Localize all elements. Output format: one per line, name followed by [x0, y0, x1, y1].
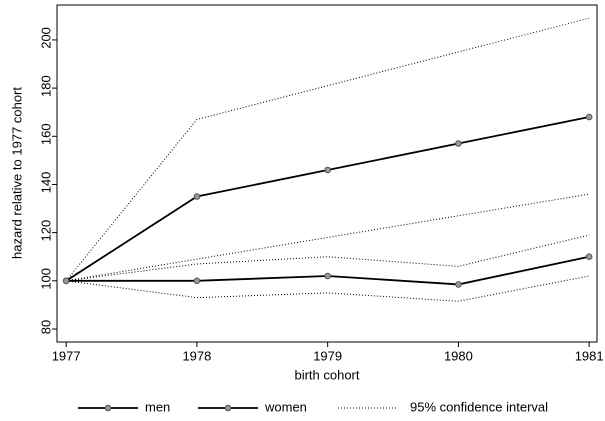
- point: [455, 140, 462, 147]
- x-axis-label: birth cohort: [294, 367, 359, 382]
- y-tick-label: 200: [38, 27, 53, 49]
- x-tick-label: 1980: [444, 348, 473, 363]
- point: [193, 277, 201, 285]
- y-tick-label: 140: [38, 172, 53, 194]
- point: [585, 253, 593, 261]
- point: [324, 272, 331, 280]
- legend-label: 95% confidence interval: [410, 399, 548, 414]
- legend-marker: [224, 404, 232, 412]
- x-tick-label: 1981: [575, 348, 604, 363]
- point: [324, 166, 331, 174]
- y-tick-label: 180: [38, 75, 53, 97]
- ci-line: [66, 275, 590, 302]
- legend-label: women: [264, 399, 307, 414]
- y-tick-label: 120: [38, 220, 53, 242]
- legend-label: men: [145, 399, 170, 414]
- plot-frame: [56, 4, 598, 343]
- point: [193, 193, 201, 200]
- series-line: [65, 116, 590, 282]
- ci-line: [66, 234, 590, 282]
- x-tick-label: 1977: [52, 348, 81, 363]
- x-tick-label: 1978: [182, 348, 211, 363]
- y-tick-label: 100: [38, 268, 53, 290]
- series-line: [66, 255, 590, 286]
- legend-marker: [104, 404, 112, 412]
- ci-line: [66, 193, 590, 282]
- point: [585, 113, 593, 121]
- y-tick-label: 80: [38, 320, 53, 334]
- point: [455, 281, 462, 288]
- x-tick-label: 1979: [313, 348, 342, 363]
- y-axis-label: hazard relative to 1977 cohort: [9, 87, 24, 259]
- ci-line: [65, 17, 590, 282]
- y-tick-label: 160: [38, 123, 53, 145]
- point: [62, 277, 70, 285]
